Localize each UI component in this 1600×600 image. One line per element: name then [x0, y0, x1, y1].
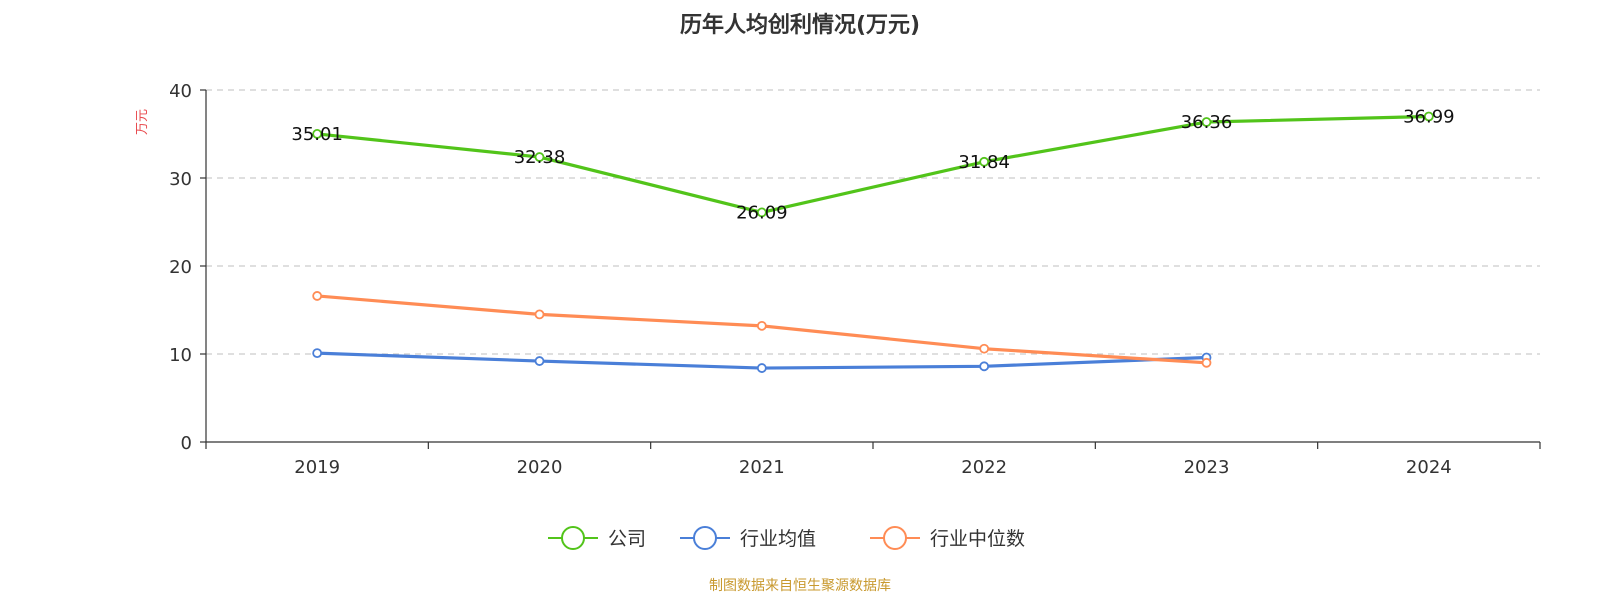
x-tick-label: 2023 [1184, 457, 1230, 478]
y-tick-label: 40 [169, 81, 192, 102]
legend-item: 公司 [548, 526, 646, 550]
data-point [312, 348, 323, 359]
data-label: 32.38 [514, 147, 566, 168]
data-point [1201, 357, 1212, 368]
data-point [979, 343, 990, 354]
data-label: 35.01 [291, 124, 343, 145]
data-point [756, 320, 767, 331]
chart-title: 历年人均创利情况(万元) [680, 12, 920, 38]
source-note: 制图数据来自恒生聚源数据库 [709, 578, 891, 594]
legend-label: 行业均值 [740, 528, 816, 550]
y-tick-label: 20 [169, 257, 192, 278]
y-tick-label: 0 [181, 433, 192, 454]
data-point [534, 356, 545, 366]
data-point [312, 291, 323, 301]
x-tick-label: 2021 [739, 457, 785, 478]
data-point [534, 152, 545, 162]
series-line [317, 114, 1429, 215]
data-point [534, 309, 545, 320]
data-point [1201, 117, 1212, 127]
series-3 [312, 291, 1212, 368]
y-tick-label: 10 [169, 345, 192, 366]
series-2 [312, 348, 1212, 373]
series-1 [312, 111, 1434, 218]
data-point [312, 129, 323, 139]
legend-item: 行业均值 [680, 526, 816, 550]
y-tick-label: 30 [169, 169, 192, 190]
series-layer [312, 111, 1434, 373]
x-tick-label: 2020 [517, 457, 563, 478]
y-axis-unit-label: 万元 [135, 109, 150, 135]
data-label: 36.99 [1403, 106, 1455, 127]
legend-label: 行业中位数 [930, 528, 1025, 550]
data-point [756, 207, 767, 218]
data-point [979, 361, 990, 372]
legend-item: 行业中位数 [870, 526, 1025, 550]
legend-marker [561, 526, 585, 550]
x-tick-label: 2022 [961, 457, 1007, 478]
legend-label: 公司 [608, 528, 646, 550]
x-tick-label: 2019 [294, 457, 340, 478]
legend-marker [883, 526, 907, 550]
data-label: 31.84 [958, 152, 1010, 173]
data-label: 26.09 [736, 202, 788, 223]
legend: 公司 行业均值 行业中位数 [548, 526, 1025, 550]
axes: 0 10 20 30 40 2019 2020 2021 2022 2023 2024 [169, 81, 1541, 478]
data-label: 36.36 [1181, 112, 1233, 133]
data-labels: 35.01 32.38 26.09 31.84 36.36 36.99 [291, 106, 1454, 223]
legend-marker [693, 526, 717, 550]
gridlines [206, 89, 1540, 355]
x-tick-label: 2024 [1406, 457, 1452, 478]
data-point [979, 156, 990, 167]
data-point [1423, 111, 1434, 122]
data-point [756, 363, 767, 373]
